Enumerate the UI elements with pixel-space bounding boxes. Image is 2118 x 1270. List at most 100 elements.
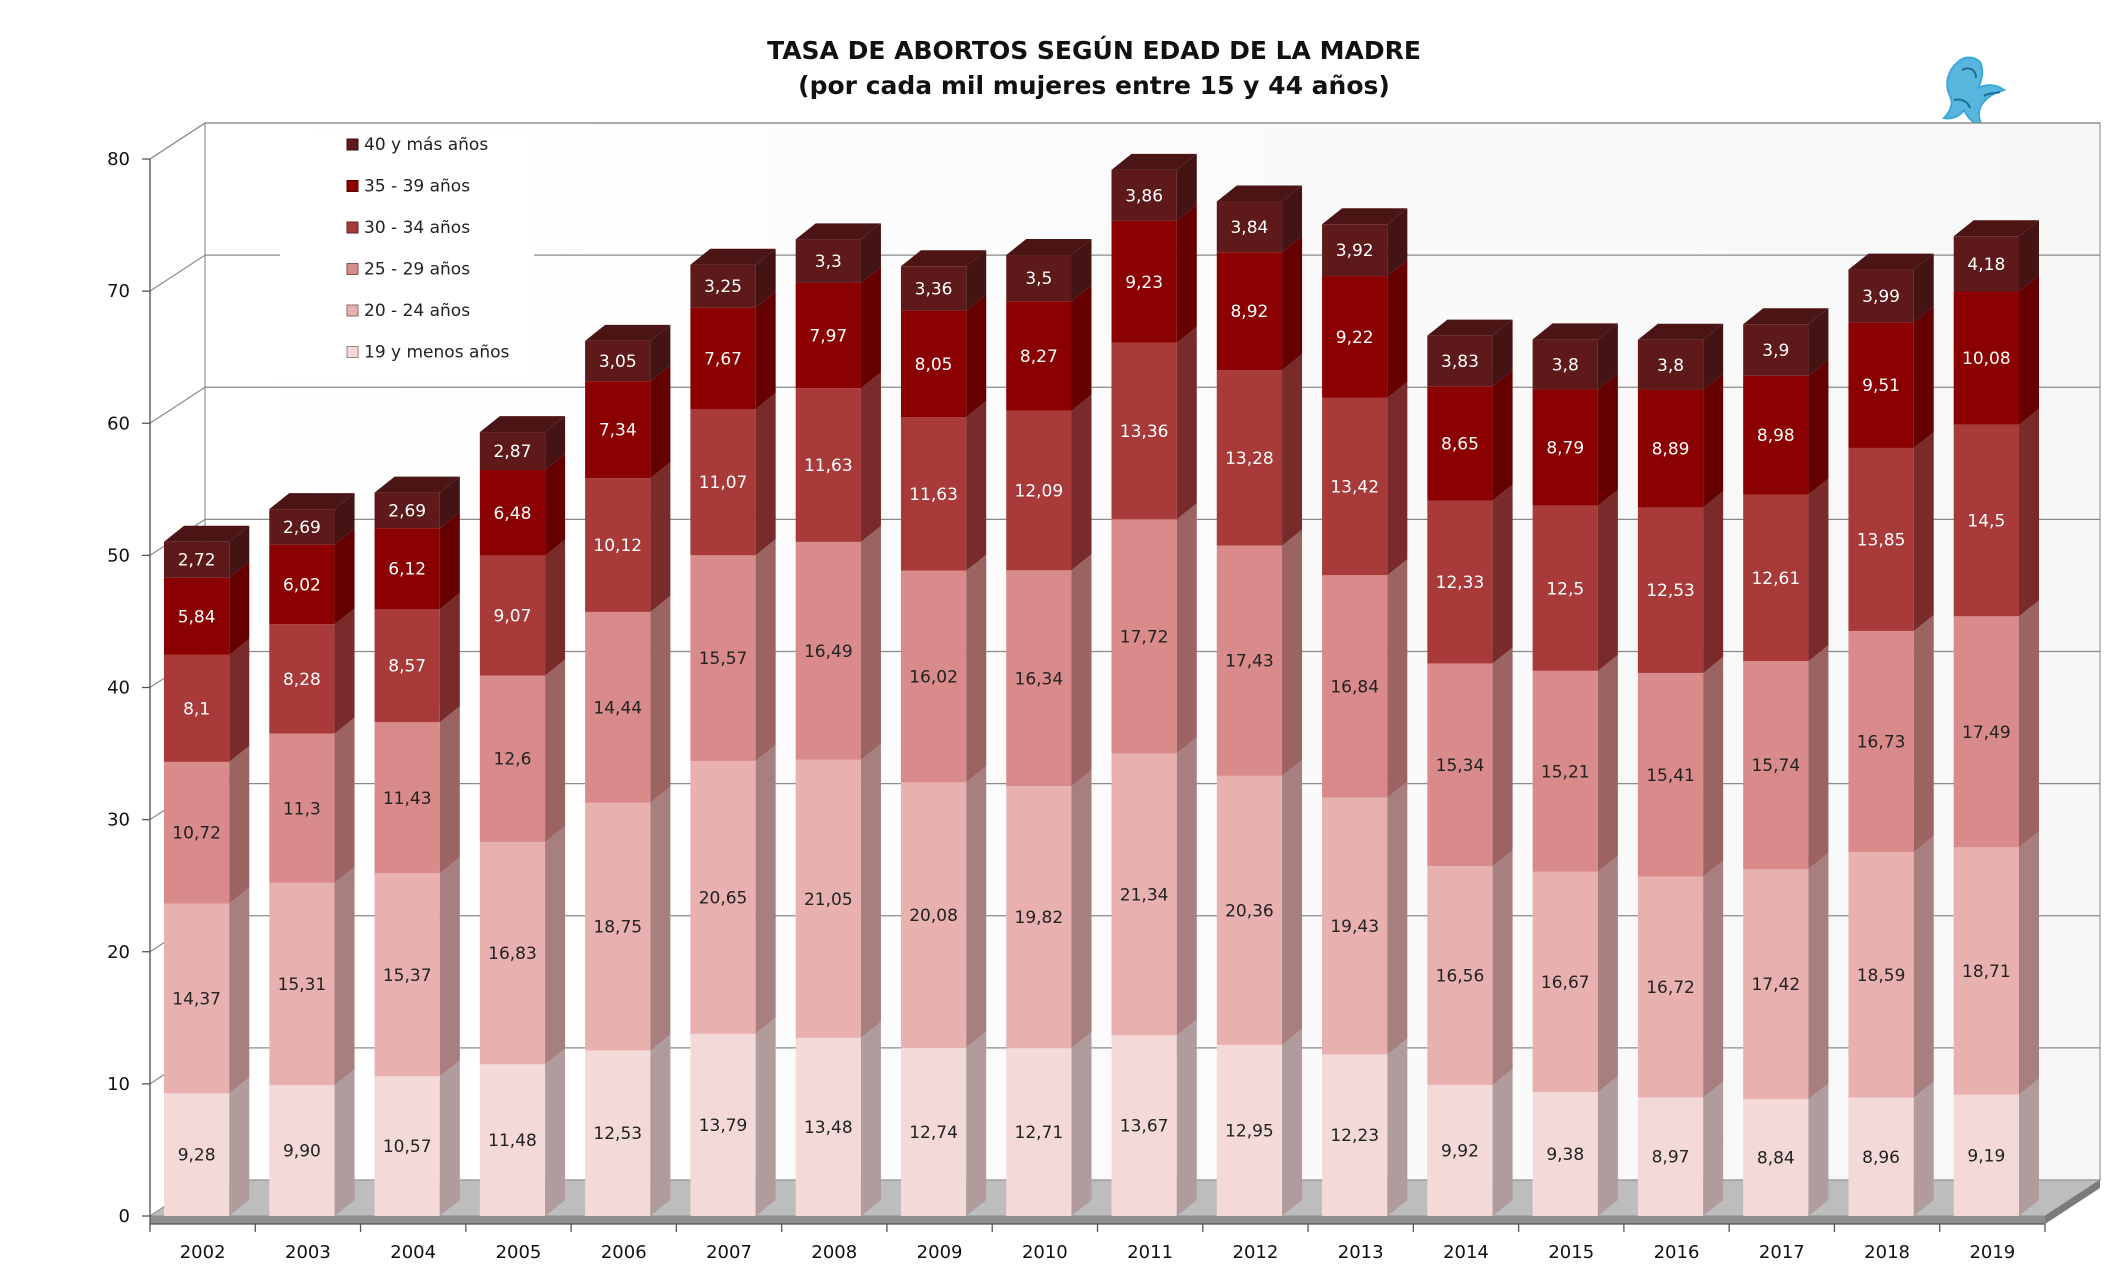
data-label: 16,56 [1436,967,1485,987]
data-label: 18,75 [593,918,642,938]
bar-segment-side [1808,645,1829,870]
legend-label: 40 y más años [364,135,488,155]
bar-segment-side [1492,647,1513,867]
bar-segment-side [1176,153,1197,221]
bar-segment-side [2018,1078,2039,1216]
griffin-body [1942,56,2007,128]
bar-segment [690,408,756,556]
x-tick-label: 2009 [917,1242,963,1263]
legend-swatch [346,138,359,151]
bar-segment [1953,847,2019,1095]
bar-stack-2011: 13,67 21,34 17,72 13,36 9,23 3,86 [1111,153,1197,1216]
bar-segment-side [755,1017,776,1216]
bar-segment-side [545,454,566,556]
data-label: 11,3 [283,799,321,819]
bar-segment [479,1064,546,1216]
data-label: 13,42 [1330,478,1379,498]
bar-top [1743,308,1829,325]
bar-top [795,223,881,240]
data-label: 5,84 [178,607,216,627]
bar-segment-side [334,1069,355,1216]
data-label: 8,57 [388,657,426,677]
bar-segment [1848,630,1914,852]
bar-segment-side [1597,323,1618,390]
data-label: 19,43 [1330,917,1379,937]
bar-segment-side [650,1034,671,1216]
bar-segment [1743,375,1809,495]
bar-segment [900,310,967,418]
bar-segment-side [650,595,671,803]
bar-top [1006,239,1092,256]
bar-segment [795,282,861,389]
bar-segment [900,1047,967,1216]
data-label: 8,1 [183,699,210,719]
bar-stack-2015: 9,38 16,67 15,21 12,5 8,79 3,8 [1532,323,1618,1216]
bar-segment-side [1492,319,1513,387]
bar-stack-2004: 10,57 15,37 11,43 8,57 6,12 2,69 [374,476,460,1216]
legend-label: 19 y menos años [364,343,510,363]
bar-stack-2013: 12,23 19,43 16,84 13,42 9,22 3,92 [1322,208,1408,1216]
data-label: 12,61 [1751,569,1800,589]
bar-segment-side [1492,370,1513,501]
bar-segment-side [1597,654,1618,872]
bar-segment [269,733,335,883]
data-label: 12,09 [1015,481,1064,501]
bar-segment [1006,570,1072,787]
bar-segment [1111,342,1177,520]
data-label: 3,86 [1125,186,1163,206]
bar-segment [479,675,546,842]
x-tick-label: 2007 [706,1242,752,1263]
bar-top [1532,323,1618,340]
data-label: 10,57 [383,1137,432,1157]
data-label: 8,89 [1652,440,1690,460]
data-label: 3,8 [1657,356,1684,376]
bar-segment [164,1093,230,1216]
data-label: 12,53 [593,1124,642,1144]
bar-top [1637,323,1724,340]
gridline-diag [149,386,206,424]
bar-segment [1427,500,1493,664]
data-label: 11,63 [909,485,958,505]
x-tick-label: 2006 [601,1242,647,1263]
x-tick-label: 2011 [1127,1242,1173,1263]
data-label: 15,74 [1751,756,1800,776]
legend-swatch [346,221,359,234]
bar-top [1848,253,1934,270]
bar-segment [795,1037,861,1216]
bar-segment [1532,505,1598,671]
bar-segment [1216,1044,1283,1216]
bar-segment [585,802,651,1051]
bar-stack-2007: 13,79 20,65 15,57 11,07 7,67 3,25 [690,248,776,1216]
bar-segment [900,570,967,783]
data-label: 3,83 [1441,352,1479,372]
bar-segment-side [1808,308,1829,376]
bar-segment-side [1492,484,1513,664]
y-tick-label: 30 [107,810,130,831]
griffin-logo [1942,56,2007,128]
bar-top [690,248,776,265]
bar-segment-side [755,539,776,761]
bar-segment-side [1913,306,1934,448]
y-tick-label: 0 [119,1206,130,1227]
data-label: 15,21 [1541,762,1590,782]
bar-segment [1953,236,2019,292]
data-label: 8,65 [1441,434,1479,454]
chart-subtitle: (por cada mil mujeres entre 15 y 44 años… [798,71,1390,100]
bar-stack-2017: 8,84 17,42 15,74 12,61 8,98 3,9 [1743,308,1829,1216]
floor-side [2045,1180,2100,1224]
bar-top [479,416,566,433]
data-label: 14,37 [172,989,221,1009]
bar-segment-side [439,476,460,529]
data-label: 12,74 [909,1123,958,1143]
bar-segment [164,903,230,1094]
bar-segment-side [1597,489,1618,671]
data-label: 15,34 [1436,756,1485,776]
data-label: 3,99 [1862,287,1900,307]
bar-segment-side [229,525,250,578]
legend-label: 35 - 39 años [364,177,470,197]
x-tick-label: 2016 [1654,1242,1700,1263]
legend-swatch [346,263,359,275]
bar-segment [1953,1094,2019,1216]
bar-segment-side [1282,185,1303,253]
bar-segment-side [1913,1081,1934,1216]
